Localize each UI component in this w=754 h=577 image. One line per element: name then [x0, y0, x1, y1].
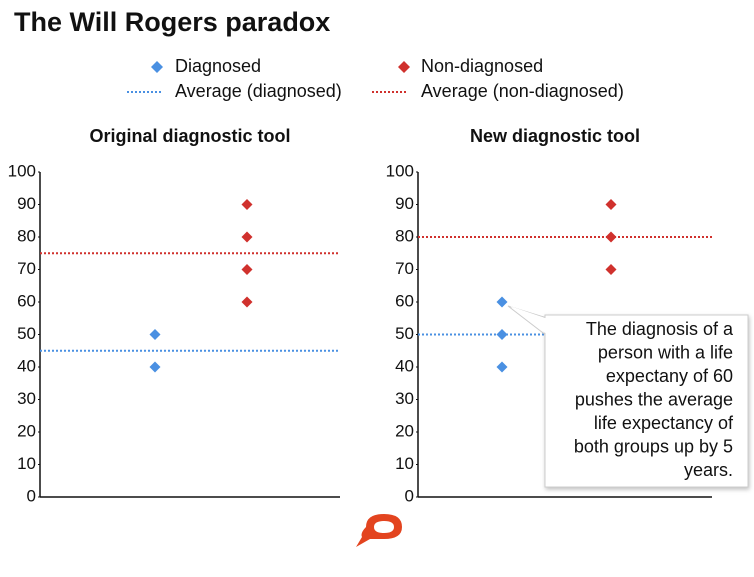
data-point: [605, 264, 617, 275]
annotation-text: The diagnosis of a: [586, 319, 734, 339]
y-tick-label: 10: [395, 454, 414, 473]
data-point: [241, 199, 253, 210]
annotation-text: both groups up by 5: [574, 436, 733, 456]
y-tick-label: 40: [395, 356, 414, 375]
y-tick-label: 90: [395, 194, 414, 213]
annotation-text: person with a life: [598, 342, 733, 362]
y-tick-label: 100: [386, 161, 414, 180]
y-tick-label: 80: [395, 226, 414, 245]
y-tick-label: 10: [17, 454, 36, 473]
y-tick-label: 20: [17, 421, 36, 440]
data-point: [241, 296, 253, 308]
legend-label: Non-diagnosed: [421, 56, 543, 76]
legend-label: Average (non-diagnosed): [421, 81, 624, 101]
y-tick-label: 30: [17, 389, 36, 408]
legend-label: Diagnosed: [175, 56, 261, 76]
data-point: [149, 361, 161, 373]
y-tick-label: 20: [395, 421, 414, 440]
annotation-text: pushes the average: [575, 389, 733, 409]
annotation-box: [544, 314, 749, 488]
y-tick-label: 90: [17, 194, 36, 213]
legend-marker: [151, 61, 163, 73]
data-point: [605, 199, 617, 210]
y-tick-label: 50: [17, 324, 36, 343]
annotation-text: expectany of 60: [606, 366, 733, 386]
chart-title: New diagnostic tool: [470, 126, 640, 146]
y-tick-label: 30: [395, 389, 414, 408]
annotation-text: life expectancy of: [594, 413, 734, 433]
data-point: [241, 231, 253, 243]
y-tick-label: 100: [8, 161, 36, 180]
legend-label: Average (diagnosed): [175, 81, 342, 101]
y-tick-label: 70: [17, 259, 36, 278]
y-tick-label: 60: [395, 291, 414, 310]
y-tick-label: 70: [395, 259, 414, 278]
y-tick-label: 80: [17, 226, 36, 245]
y-tick-label: 60: [17, 291, 36, 310]
annotation-pointer-cover: [510, 306, 548, 335]
legend-marker: [398, 61, 410, 73]
data-point: [496, 296, 508, 308]
y-tick-label: 0: [27, 486, 36, 505]
data-point: [496, 361, 508, 373]
y-tick-label: 40: [17, 356, 36, 375]
y-tick-label: 0: [405, 486, 414, 505]
data-point: [149, 329, 161, 340]
data-point: [496, 329, 508, 340]
y-tick-label: 50: [395, 324, 414, 343]
annotation-text: years.: [684, 460, 733, 480]
page-title: The Will Rogers paradox: [14, 7, 330, 37]
data-point: [605, 231, 617, 243]
logo: [356, 514, 402, 547]
data-point: [241, 264, 253, 275]
chart-title: Original diagnostic tool: [89, 126, 290, 146]
